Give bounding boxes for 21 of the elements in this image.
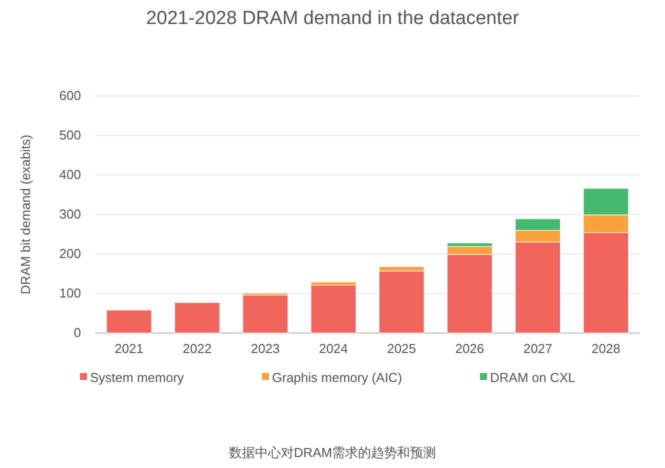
ytick: 300 bbox=[59, 206, 81, 222]
xtick: 2023 bbox=[250, 341, 280, 356]
ytick: 600 bbox=[59, 88, 81, 103]
ytick: 400 bbox=[59, 167, 81, 182]
legend: Graphis memory (AIC) bbox=[272, 370, 402, 385]
xtick: 2028 bbox=[591, 341, 620, 356]
xtick: 2026 bbox=[455, 341, 484, 356]
ytick: 0 bbox=[74, 325, 81, 340]
annotation: 数据中心对DRAM需求的趋势和预测 bbox=[228, 445, 436, 460]
legend: DRAM on CXL bbox=[490, 370, 576, 385]
ytick: 200 bbox=[59, 246, 81, 261]
title: 2021-2028 DRAM demand in the datacenter bbox=[146, 8, 519, 29]
ytick: 500 bbox=[59, 128, 81, 142]
legend: System memory bbox=[90, 370, 184, 385]
xtick: 2027 bbox=[523, 341, 552, 356]
ytick: 100 bbox=[59, 286, 81, 300]
xtick: 2024 bbox=[318, 341, 348, 356]
y-axis-title: DRAM bit demand (exabits) bbox=[18, 134, 33, 294]
xtick: 2025 bbox=[387, 341, 416, 356]
xtick: 2022 bbox=[182, 341, 212, 356]
xtick: 2021 bbox=[114, 341, 144, 356]
